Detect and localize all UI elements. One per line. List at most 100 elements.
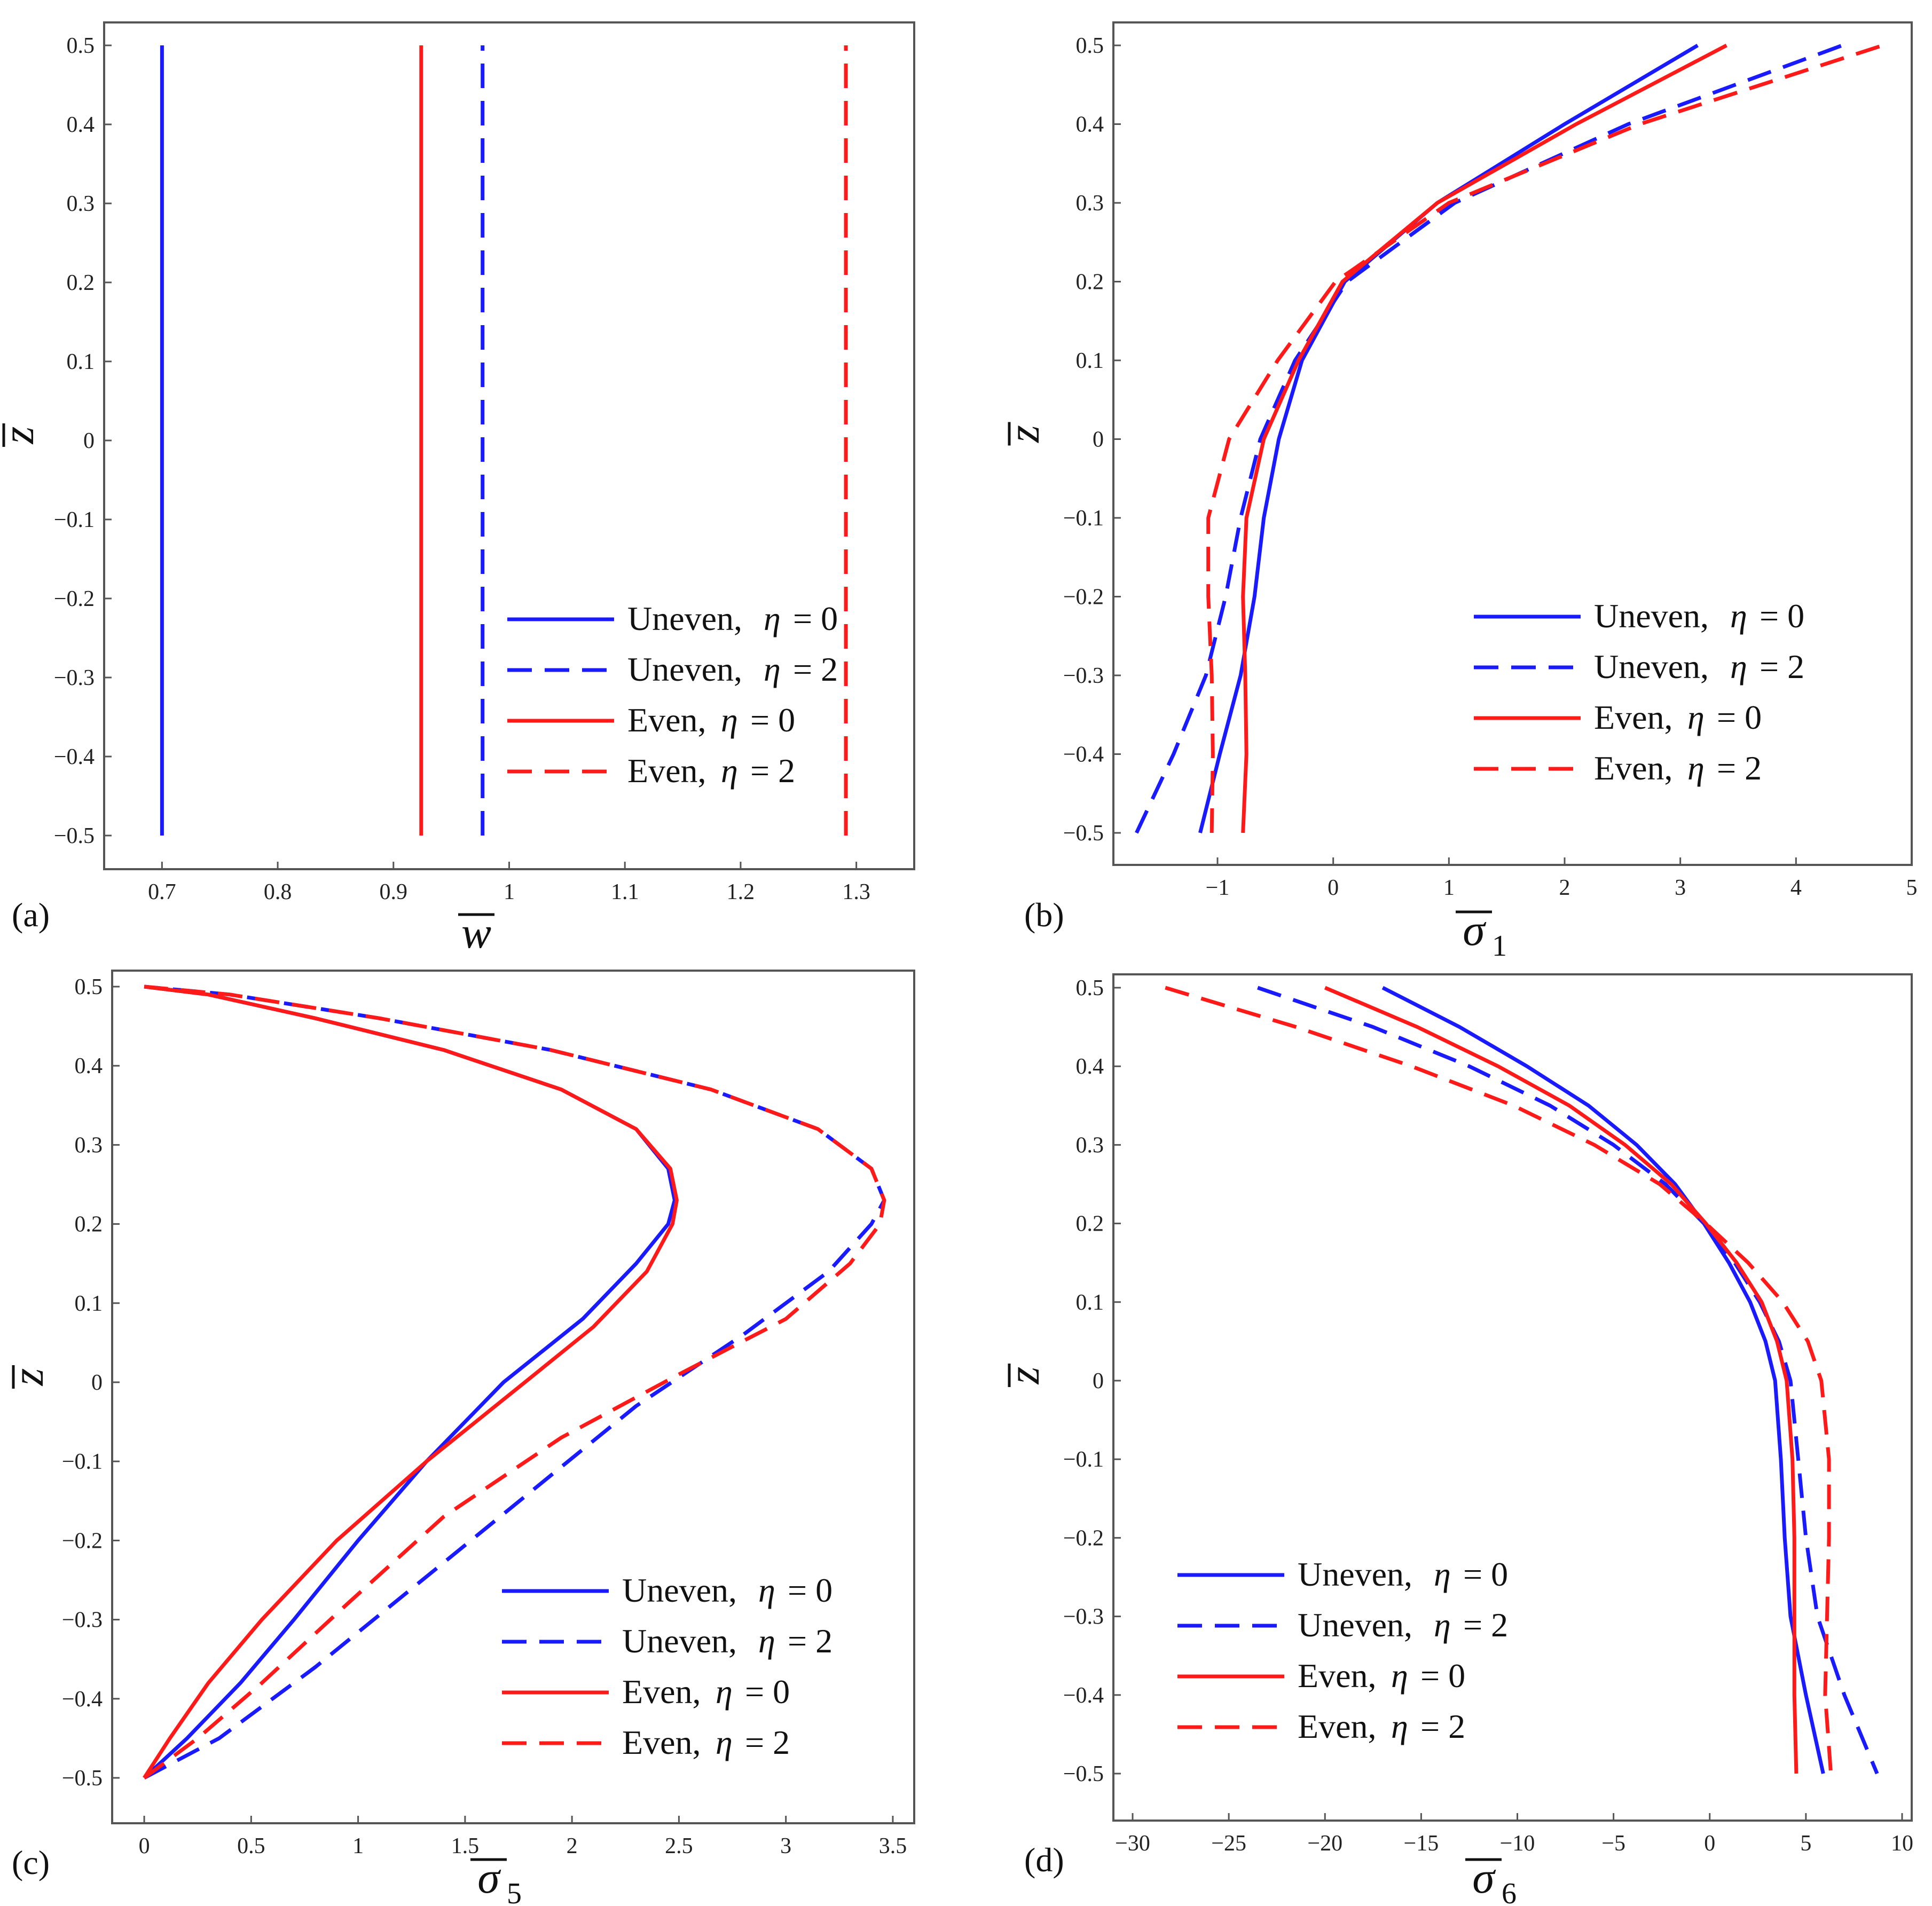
legend-eta: η (758, 1622, 775, 1660)
legend-value: = 2 (1717, 749, 1762, 787)
x-tick-label: 0.5 (237, 1834, 265, 1858)
y-tick-label: 0 (1093, 1369, 1104, 1393)
y-tick-label: 0.1 (1076, 1290, 1104, 1315)
y-tick-label: −0.3 (62, 1608, 103, 1633)
y-axis-label: z (999, 1367, 1049, 1385)
legend-eta: η (1730, 597, 1747, 635)
y-tick-label: −0.2 (1063, 1526, 1104, 1550)
panel-label: (c) (12, 1844, 50, 1881)
series-line-red-solid (1241, 43, 1727, 833)
x-tick-label: 1.2 (727, 880, 755, 904)
y-tick-label: 0.2 (75, 1212, 103, 1237)
x-tick-label: 0 (139, 1834, 150, 1858)
legend-eta: η (1687, 749, 1705, 787)
x-tick-label: 3 (780, 1834, 791, 1858)
x-tick-label: 3 (1675, 876, 1686, 900)
x-tick-label: −30 (1115, 1831, 1150, 1856)
x-tick-label: 1 (504, 880, 515, 904)
y-tick-label: −0.4 (62, 1687, 103, 1712)
y-tick-label: −0.1 (54, 508, 95, 532)
series-line-red-solid (143, 984, 679, 1779)
y-tick-label: −0.5 (1063, 821, 1104, 846)
legend-eta: η (758, 1571, 775, 1609)
y-tick-label: −0.2 (1063, 585, 1104, 610)
series-line-red-dashed (1165, 986, 1833, 1774)
legend-value: = 0 (788, 1571, 833, 1609)
legend-eta: η (1434, 1555, 1451, 1593)
panel-label: (b) (1024, 896, 1064, 934)
y-tick-label: 0.5 (1076, 976, 1104, 1001)
y-axis-label-group: z (999, 1364, 1049, 1387)
legend-eta: η (721, 752, 738, 790)
legend-label: Even, (1594, 698, 1673, 736)
series-line-red-dashed (143, 984, 886, 1779)
y-tick-label: 0.3 (67, 192, 95, 216)
y-tick-label: −0.4 (1063, 1683, 1104, 1708)
y-tick-label: 0.1 (67, 350, 95, 374)
series-line-blue-dashed (143, 984, 886, 1780)
legend-label: Uneven, (1594, 648, 1709, 686)
x-axis-label: σ (477, 1853, 501, 1903)
legend-value: = 2 (1420, 1707, 1465, 1745)
y-axis-label-group: z (0, 423, 43, 447)
y-axis-label: z (999, 425, 1049, 443)
x-tick-label: 2.5 (665, 1834, 693, 1858)
legend-label: Uneven, (627, 600, 742, 637)
plot-frame (111, 970, 915, 1824)
y-tick-label: 0.3 (75, 1133, 103, 1157)
y-axis-label-group: z (999, 422, 1049, 446)
y-tick-label: 0.4 (75, 1054, 103, 1078)
legend-value: = 2 (745, 1723, 790, 1761)
x-axis-subscript: 1 (1492, 930, 1507, 963)
x-tick-label: −5 (1601, 1831, 1625, 1856)
y-tick-label: 0.5 (1076, 34, 1104, 58)
y-tick-label: 0.3 (1076, 191, 1104, 216)
x-axis-subscript: 6 (1502, 1877, 1517, 1906)
x-tick-label: 10 (1891, 1831, 1913, 1856)
x-tick-label: 2 (567, 1834, 578, 1858)
x-tick-label: 0.7 (148, 880, 176, 904)
y-tick-label: 0.2 (1076, 1212, 1104, 1236)
x-tick-label: 0 (1328, 876, 1339, 900)
series-line-red-dashed (1206, 43, 1883, 833)
y-tick-label: −0.5 (1063, 1762, 1104, 1786)
x-tick-label: 1.3 (842, 880, 870, 904)
legend-eta: η (716, 1673, 733, 1711)
y-tick-label: −0.5 (62, 1766, 103, 1791)
y-tick-label: 0.2 (67, 271, 95, 295)
y-axis-label: z (0, 427, 43, 445)
x-tick-label: 1.1 (611, 880, 639, 904)
x-tick-label: 5 (1906, 876, 1918, 900)
legend-value: = 2 (793, 650, 838, 688)
x-tick-label: −20 (1307, 1831, 1342, 1856)
legend-eta: η (1730, 648, 1747, 686)
panel-d: 0.5 0.4 0.3 0.2 0.1 0 −0.1 −0.2 −0.3 −0.4 −0.5 −30 −… (999, 973, 1913, 1906)
legend-value: = 0 (793, 600, 838, 637)
legend-label: Even, (1298, 1657, 1377, 1695)
series-line-blue-solid (1381, 986, 1825, 1774)
x-tick-label: 2 (1559, 876, 1570, 900)
plot-frame (1112, 21, 1913, 866)
legend-eta: η (1687, 698, 1705, 736)
legend-label: Uneven, (1298, 1606, 1412, 1644)
legend-value: = 0 (1463, 1555, 1508, 1593)
y-tick-label: 0.2 (1076, 270, 1104, 295)
panel-a: 0.5 0.4 0.3 0.2 0.1 0 −0.1 −0.2 −0.3 −0.4 −0.5 0.7 0… (0, 21, 915, 958)
x-tick-label: 0.9 (380, 880, 408, 904)
legend-eta: η (1391, 1707, 1408, 1745)
x-axis-label: σ (1463, 905, 1487, 955)
y-tick-label: −0.1 (1063, 1447, 1104, 1472)
panel-label: (d) (1024, 1841, 1064, 1879)
y-tick-label: 0.3 (1076, 1133, 1104, 1157)
legend-label: Uneven, (1594, 597, 1709, 635)
x-tick-label: 3.5 (879, 1834, 907, 1858)
legend-label: Uneven, (627, 650, 742, 688)
y-tick-label: 0.5 (67, 34, 95, 58)
x-tick-label: −25 (1211, 1831, 1246, 1856)
x-tick-label: −15 (1404, 1831, 1439, 1856)
plot-frame (1112, 973, 1913, 1822)
y-axis-label-group: z (3, 1365, 53, 1389)
legend-eta: η (1391, 1657, 1408, 1695)
series-line-blue-solid (1198, 43, 1699, 833)
